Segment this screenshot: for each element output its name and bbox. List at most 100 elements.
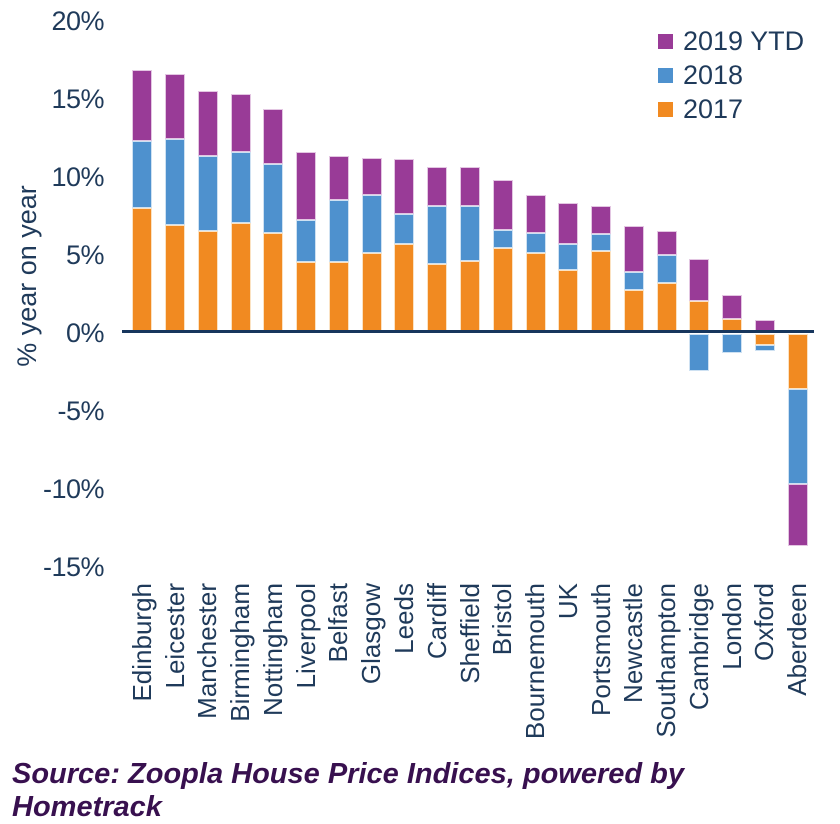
bar-segment-2018-belfast — [328, 199, 349, 263]
bar-segment-2017-newcastle — [623, 290, 644, 331]
bar-segment-2019-ytd-london — [722, 295, 743, 319]
bar-segment-2017-aberdeen — [787, 334, 808, 389]
bar-segment-2018-aberdeen — [787, 388, 808, 484]
bar-segment-2019-ytd-bristol — [492, 179, 513, 230]
bar-segment-2019-ytd-liverpool — [296, 151, 317, 221]
bar-segment-2017-liverpool — [296, 262, 317, 331]
bar-segment-2017-edinburgh — [132, 207, 153, 331]
x-label-uk: UK — [552, 583, 583, 620]
bar-segment-2019-ytd-uk — [558, 203, 579, 244]
bar-segment-2019-ytd-manchester — [197, 90, 218, 157]
x-label-nottingham: Nottingham — [257, 583, 288, 716]
y-tick-20-: 20% — [51, 5, 104, 36]
bar-segment-2019-ytd-birmingham — [230, 93, 251, 152]
y-tick--5-: -5% — [57, 395, 104, 426]
bar-segment-2018-manchester — [197, 156, 218, 232]
legend-item-2018: 2018 — [658, 58, 804, 92]
bar-segment-2017-leeds — [394, 243, 415, 331]
legend: 2019 YTD 2018 2017 — [658, 24, 804, 126]
bar-segment-2017-birmingham — [230, 223, 251, 331]
legend-item-2019-ytd: 2019 YTD — [658, 24, 804, 58]
bar-segment-2017-cardiff — [427, 263, 448, 331]
bar-segment-2019-ytd-newcastle — [623, 226, 644, 272]
legend-label-2017: 2017 — [683, 93, 744, 124]
x-label-glasgow: Glasgow — [356, 583, 387, 685]
bar-segment-2019-ytd-belfast — [328, 156, 349, 200]
bar-segment-2019-ytd-cambridge — [689, 259, 710, 302]
x-label-sheffield: Sheffield — [454, 583, 485, 684]
y-axis-title: % year on year — [12, 185, 42, 367]
bar-segment-2018-newcastle — [623, 271, 644, 291]
x-label-london: London — [716, 583, 747, 670]
bar-segment-2018-cardiff — [427, 206, 448, 264]
bar-segment-2019-ytd-leicester — [165, 73, 186, 140]
bar-segment-2017-oxford — [754, 334, 775, 345]
bar-segment-2019-ytd-southampton — [656, 231, 677, 255]
bar-segment-2018-london — [722, 334, 743, 353]
x-label-birmingham: Birmingham — [225, 583, 256, 722]
y-tick-15-: 15% — [51, 83, 104, 114]
y-tick-0-: 0% — [65, 317, 105, 348]
legend-label-2019-ytd: 2019 YTD — [683, 25, 805, 56]
legend-label-2018: 2018 — [683, 59, 744, 90]
legend-swatch-2018 — [658, 67, 673, 83]
bar-segment-2019-ytd-cardiff — [427, 167, 448, 207]
x-label-cardiff: Cardiff — [421, 583, 452, 660]
bar-segment-2018-bournemouth — [525, 232, 546, 253]
bar-segment-2017-nottingham — [263, 232, 284, 331]
bar-segment-2017-belfast — [328, 262, 349, 331]
x-label-cambridge: Cambridge — [683, 583, 714, 711]
bar-segment-2018-birmingham — [230, 151, 251, 224]
bar-segment-2017-uk — [558, 270, 579, 331]
x-label-portsmouth: Portsmouth — [585, 583, 616, 716]
legend-item-2017: 2017 — [658, 92, 804, 126]
bar-segment-2019-ytd-aberdeen — [787, 483, 808, 547]
bar-segment-2017-glasgow — [361, 253, 382, 331]
bar-segment-2018-leicester — [165, 139, 186, 225]
bar-segment-2018-bristol — [492, 229, 513, 249]
bar-segment-2017-manchester — [197, 231, 218, 331]
bar-segment-2017-sheffield — [460, 260, 480, 331]
bar-segment-2019-ytd-edinburgh — [132, 70, 153, 141]
y-tick-5-: 5% — [65, 239, 105, 270]
x-label-belfast: Belfast — [323, 583, 354, 663]
bar-segment-2018-nottingham — [263, 164, 284, 233]
bar-segment-2018-leeds — [394, 214, 415, 244]
bar-segment-2019-ytd-sheffield — [460, 167, 480, 207]
y-tick-10-: 10% — [51, 161, 104, 192]
bar-segment-2018-oxford — [754, 344, 775, 352]
bar-segment-2019-ytd-bournemouth — [525, 195, 546, 233]
x-label-leeds: Leeds — [388, 583, 419, 654]
bar-segment-2018-edinburgh — [132, 140, 153, 208]
bar-segment-2018-glasgow — [361, 195, 382, 253]
bar-segment-2017-bournemouth — [525, 253, 546, 331]
bar-segment-2019-ytd-glasgow — [361, 157, 382, 196]
x-label-bournemouth: Bournemouth — [520, 583, 551, 740]
y-tick--10-: -10% — [42, 473, 105, 504]
bar-segment-2018-uk — [558, 243, 579, 271]
bar-segment-2018-portsmouth — [591, 234, 612, 252]
x-label-southampton: Southampton — [651, 583, 682, 738]
x-label-liverpool: Liverpool — [290, 583, 321, 689]
x-label-newcastle: Newcastle — [618, 583, 649, 703]
x-label-aberdeen: Aberdeen — [782, 583, 813, 696]
bar-segment-2017-portsmouth — [591, 251, 612, 331]
bar-segment-2019-ytd-portsmouth — [591, 206, 612, 235]
y-tick--15-: -15% — [42, 551, 105, 582]
bar-segment-2017-southampton — [656, 282, 677, 331]
x-label-bristol: Bristol — [487, 583, 518, 656]
bar-segment-2018-cambridge — [689, 334, 710, 372]
bar-segment-2017-cambridge — [689, 301, 710, 331]
stacked-bar-chart: % year on year 20% 15% 10% 5% 0% -5% -10% -15% … — [12, 5, 814, 823]
x-label-manchester: Manchester — [192, 583, 223, 719]
source-note: Source: Zoopla House Price Indices, powe… — [12, 758, 684, 823]
bar-segment-2018-sheffield — [460, 206, 480, 261]
bar-segment-2017-leicester — [165, 224, 186, 331]
bar-segment-2018-liverpool — [296, 220, 317, 263]
x-label-leicester: Leicester — [159, 583, 190, 689]
bar-segment-2018-southampton — [656, 254, 677, 283]
legend-swatch-2017 — [658, 101, 673, 117]
bar-segment-2017-bristol — [492, 248, 513, 331]
x-label-oxford: Oxford — [749, 583, 780, 662]
zero-axis-line — [122, 330, 814, 333]
